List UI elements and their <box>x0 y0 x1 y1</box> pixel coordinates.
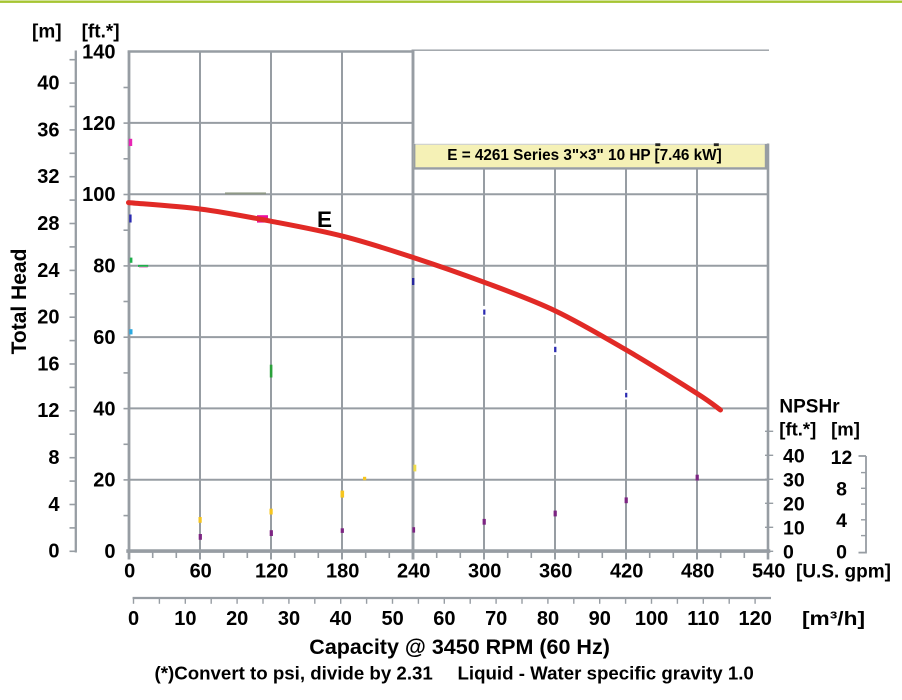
svg-text:10: 10 <box>174 608 196 630</box>
svg-text:8: 8 <box>48 447 59 469</box>
svg-text:E = 4261 Series 3"×3" 10 HP [7: E = 4261 Series 3"×3" 10 HP [7.46 kW] <box>447 147 721 164</box>
svg-text:4: 4 <box>836 510 847 532</box>
svg-text:480: 480 <box>681 560 714 582</box>
svg-text:40: 40 <box>330 608 352 630</box>
svg-text:[m]: [m] <box>32 22 62 43</box>
svg-text:8: 8 <box>836 479 847 501</box>
svg-text:(*)Convert to psi, divide by 2: (*)Convert to psi, divide by 2.31 <box>155 663 433 684</box>
svg-text:420: 420 <box>610 560 643 582</box>
svg-text:[ft.*]: [ft.*] <box>82 22 120 43</box>
svg-text:32: 32 <box>37 166 59 188</box>
svg-text:Liquid - Water specific gravit: Liquid - Water specific gravity 1.0 <box>458 663 754 684</box>
svg-text:[U.S. gpm]: [U.S. gpm] <box>796 561 891 582</box>
svg-text:[m]: [m] <box>831 419 860 440</box>
svg-text:90: 90 <box>589 608 611 630</box>
svg-text:0: 0 <box>836 542 847 564</box>
svg-text:28: 28 <box>37 213 59 235</box>
svg-text:60: 60 <box>433 608 455 630</box>
svg-text:0: 0 <box>783 542 794 564</box>
svg-text:Total Head: Total Head <box>8 249 31 355</box>
svg-text:16: 16 <box>37 353 59 375</box>
svg-text:Capacity @ 3450 RPM (60 Hz): Capacity @ 3450 RPM (60 Hz) <box>309 635 610 659</box>
svg-text:120: 120 <box>739 608 772 630</box>
svg-text:120: 120 <box>82 113 115 135</box>
svg-text:E: E <box>317 207 332 232</box>
svg-text:[ft.*]: [ft.*] <box>779 419 816 440</box>
svg-text:30: 30 <box>783 470 805 492</box>
svg-text:70: 70 <box>485 608 507 630</box>
svg-text:80: 80 <box>537 608 559 630</box>
svg-text:180: 180 <box>326 560 359 582</box>
svg-text:20: 20 <box>783 494 805 516</box>
svg-text:36: 36 <box>37 119 59 141</box>
svg-text:240: 240 <box>397 560 430 582</box>
svg-text:0: 0 <box>48 541 59 563</box>
svg-text:4: 4 <box>48 494 60 516</box>
svg-text:300: 300 <box>468 560 501 582</box>
svg-text:40: 40 <box>93 398 115 420</box>
svg-text:50: 50 <box>381 608 403 630</box>
svg-text:80: 80 <box>93 256 115 278</box>
svg-text:30: 30 <box>278 608 300 630</box>
svg-text:0: 0 <box>104 541 115 563</box>
svg-text:60: 60 <box>190 560 212 582</box>
svg-text:20: 20 <box>93 470 115 492</box>
svg-text:12: 12 <box>37 400 59 422</box>
svg-text:540: 540 <box>752 560 785 582</box>
svg-text:12: 12 <box>831 447 853 469</box>
svg-text:100: 100 <box>635 608 668 630</box>
svg-text:20: 20 <box>226 608 248 630</box>
svg-text:NPSHr: NPSHr <box>779 397 840 418</box>
svg-text:120: 120 <box>255 560 288 582</box>
svg-text:360: 360 <box>539 560 572 582</box>
svg-text:20: 20 <box>37 307 59 329</box>
svg-text:24: 24 <box>37 260 60 282</box>
svg-text:0: 0 <box>124 560 135 582</box>
svg-text:40: 40 <box>783 446 805 468</box>
svg-text:10: 10 <box>783 518 805 540</box>
svg-text:60: 60 <box>93 327 115 349</box>
svg-text:110: 110 <box>687 608 719 630</box>
svg-text:140: 140 <box>82 42 115 64</box>
svg-text:100: 100 <box>82 184 115 206</box>
svg-text:0: 0 <box>128 608 139 630</box>
svg-text:40: 40 <box>37 73 59 95</box>
svg-text:[m³/h]: [m³/h] <box>802 609 865 630</box>
